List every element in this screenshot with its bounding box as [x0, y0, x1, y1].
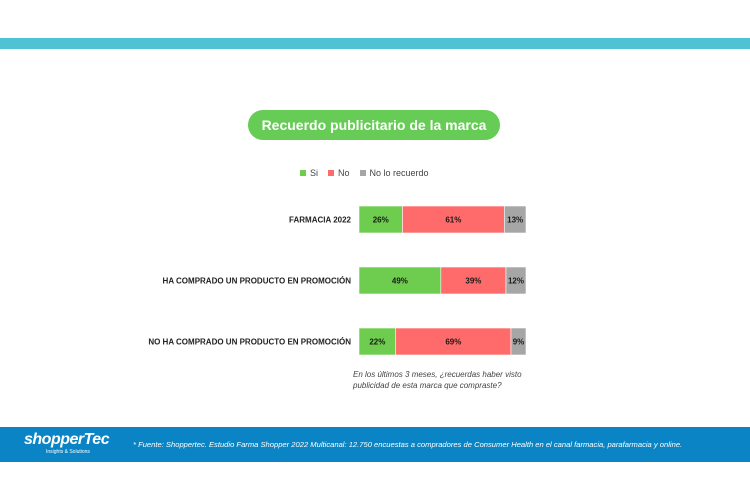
- chart-title: Recuerdo publicitario de la marca: [248, 110, 500, 140]
- bar-segment: [358, 327, 397, 356]
- brand-logo: shopperTec Insights & Solutions: [24, 431, 114, 459]
- data-label: 49%: [392, 277, 408, 286]
- bar-segment: [358, 266, 442, 295]
- footer-bar: shopperTec Insights & Solutions * Fuente…: [0, 427, 750, 462]
- top-accent-bar: [0, 38, 750, 49]
- legend-item: No: [328, 168, 350, 178]
- legend-item: No lo recuerdo: [359, 168, 429, 178]
- data-label: 39%: [465, 277, 481, 286]
- data-label: 61%: [445, 216, 461, 225]
- legend-item: Si: [300, 168, 318, 178]
- brand-tagline: Insights & Solutions: [46, 449, 90, 455]
- bar-segment: [510, 327, 527, 356]
- bar-segment: [503, 205, 527, 234]
- legend-swatch: [359, 170, 366, 176]
- brand-name: shopperTec: [24, 431, 110, 448]
- survey-question-note: En los últimos 3 meses, ¿recuerdas haber…: [353, 370, 522, 390]
- legend-label: No: [338, 168, 350, 178]
- category-label: NO HA COMPRADO UN PRODUCTO EN PROMOCIÓN: [148, 338, 351, 347]
- category-label: FARMACIA 2022: [289, 216, 351, 225]
- source-note: * Fuente: Shoppertec. Estudio Farma Shop…: [133, 440, 683, 449]
- bar-segment: [440, 266, 507, 295]
- stacked-bar-chart: FARMACIA 2022 26% 61% 13% HA COMPRADO UN PRO…: [148, 205, 527, 356]
- legend-swatch: [300, 170, 306, 176]
- bar-segment: [395, 327, 512, 356]
- bar-segment: [402, 205, 505, 234]
- data-label: 26%: [373, 216, 389, 225]
- data-label: 22%: [369, 338, 385, 347]
- chart-legend: Si No No lo recuerdo: [300, 166, 439, 180]
- category-label: HA COMPRADO UN PRODUCTO EN PROMOCIÓN: [163, 277, 352, 286]
- data-label: 12%: [508, 277, 524, 286]
- data-label: 9%: [513, 338, 525, 347]
- bar-segment: [505, 266, 527, 295]
- data-label: 13%: [507, 216, 523, 225]
- bar-segment: [358, 205, 403, 234]
- legend-label: Si: [310, 168, 319, 178]
- data-label: 69%: [445, 338, 461, 347]
- legend-swatch: [328, 170, 335, 176]
- legend-label: No lo recuerdo: [369, 168, 429, 178]
